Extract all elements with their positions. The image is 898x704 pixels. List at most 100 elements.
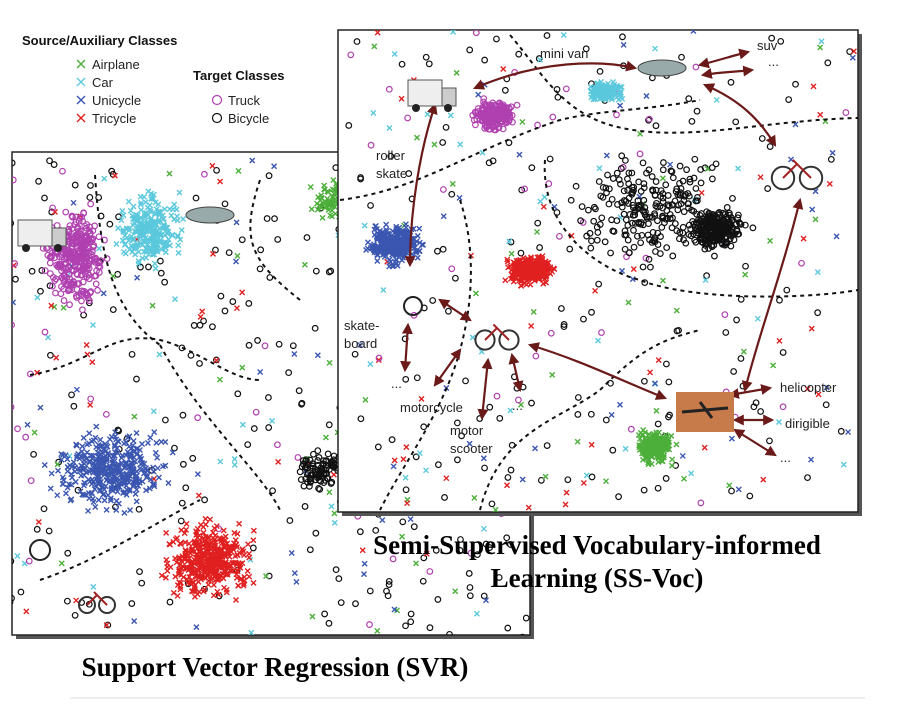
x-marker bbox=[48, 470, 55, 477]
x-marker bbox=[328, 200, 335, 207]
x-marker bbox=[808, 456, 815, 463]
x-marker bbox=[239, 289, 246, 296]
o-marker bbox=[245, 300, 253, 307]
o-marker bbox=[636, 150, 644, 158]
o-marker bbox=[68, 242, 76, 250]
x-marker bbox=[151, 260, 158, 267]
x-marker bbox=[58, 456, 65, 463]
x-marker bbox=[423, 467, 430, 474]
o-marker bbox=[92, 280, 100, 288]
legend-item: Unicycle bbox=[92, 93, 141, 108]
bike-icon bbox=[474, 329, 496, 351]
x-marker bbox=[115, 225, 122, 232]
o-marker bbox=[12, 403, 15, 411]
o-marker bbox=[534, 219, 542, 227]
x-marker bbox=[390, 463, 397, 470]
o-marker bbox=[827, 155, 835, 163]
x-marker bbox=[91, 486, 98, 493]
x-marker bbox=[469, 334, 476, 341]
o-marker bbox=[642, 254, 650, 262]
x-marker bbox=[658, 457, 665, 464]
x-marker bbox=[48, 302, 55, 309]
x-marker bbox=[314, 206, 321, 213]
x-marker bbox=[398, 249, 405, 256]
x-marker bbox=[123, 225, 130, 232]
caption: Learning (SS-Voc) bbox=[491, 563, 704, 593]
x-marker bbox=[516, 277, 523, 284]
x-marker bbox=[163, 556, 170, 563]
o-marker bbox=[733, 316, 740, 324]
x-marker bbox=[590, 90, 597, 97]
x-marker bbox=[118, 454, 125, 461]
o-marker bbox=[615, 493, 622, 501]
x-marker bbox=[147, 476, 154, 483]
x-marker bbox=[144, 204, 151, 211]
o-marker bbox=[644, 231, 652, 239]
x-marker bbox=[817, 111, 824, 118]
o-marker bbox=[615, 176, 623, 184]
o-marker bbox=[256, 265, 264, 273]
x-marker bbox=[231, 456, 238, 463]
x-marker bbox=[517, 282, 524, 289]
o-marker bbox=[81, 260, 89, 268]
o-marker bbox=[708, 215, 716, 223]
x-marker bbox=[132, 477, 139, 484]
o-marker bbox=[629, 204, 637, 212]
o-marker bbox=[504, 474, 512, 481]
o-marker bbox=[28, 267, 36, 275]
o-marker bbox=[822, 401, 830, 409]
x-marker bbox=[154, 454, 161, 461]
o-marker bbox=[711, 223, 718, 231]
x-marker bbox=[78, 472, 85, 479]
o-marker bbox=[330, 456, 337, 464]
x-marker bbox=[398, 95, 405, 102]
x-marker bbox=[210, 551, 217, 558]
bike-icon bbox=[782, 159, 812, 179]
o-marker bbox=[661, 219, 668, 227]
o-marker bbox=[399, 518, 407, 526]
o-marker bbox=[842, 109, 850, 116]
x-marker bbox=[480, 525, 487, 532]
o-marker bbox=[665, 202, 673, 210]
x-marker bbox=[150, 468, 157, 475]
x-marker bbox=[183, 526, 190, 533]
o-marker bbox=[448, 190, 456, 198]
o-marker bbox=[824, 59, 832, 67]
o-marker bbox=[682, 239, 690, 247]
o-marker bbox=[64, 280, 71, 288]
x-marker bbox=[101, 497, 108, 504]
x-marker bbox=[127, 507, 134, 514]
annotation: ... bbox=[768, 54, 779, 69]
o-marker bbox=[637, 187, 645, 195]
o-marker bbox=[211, 112, 223, 124]
x-marker bbox=[456, 194, 463, 201]
bike-icon bbox=[798, 165, 824, 191]
x-marker bbox=[233, 305, 240, 312]
x-marker bbox=[160, 239, 167, 246]
x-marker bbox=[532, 445, 539, 452]
o-marker bbox=[286, 517, 294, 524]
x-marker bbox=[386, 248, 393, 255]
o-marker bbox=[419, 577, 427, 585]
o-marker bbox=[639, 263, 647, 271]
o-marker bbox=[628, 169, 636, 177]
o-marker bbox=[693, 210, 701, 218]
x-marker bbox=[85, 507, 92, 514]
x-marker bbox=[170, 589, 177, 596]
o-marker bbox=[693, 107, 701, 115]
x-marker bbox=[172, 536, 179, 543]
o-marker bbox=[12, 557, 15, 565]
o-marker bbox=[652, 122, 660, 130]
o-marker bbox=[697, 499, 705, 507]
o-marker bbox=[639, 159, 647, 167]
o-marker bbox=[330, 463, 338, 471]
x-marker bbox=[735, 486, 742, 493]
x-marker bbox=[475, 91, 482, 98]
o-marker bbox=[47, 351, 54, 359]
x-marker bbox=[202, 540, 209, 547]
o-marker bbox=[679, 229, 687, 237]
bike-icon bbox=[98, 596, 116, 614]
o-marker bbox=[12, 220, 15, 227]
x-marker bbox=[186, 574, 193, 580]
x-marker bbox=[215, 564, 222, 571]
